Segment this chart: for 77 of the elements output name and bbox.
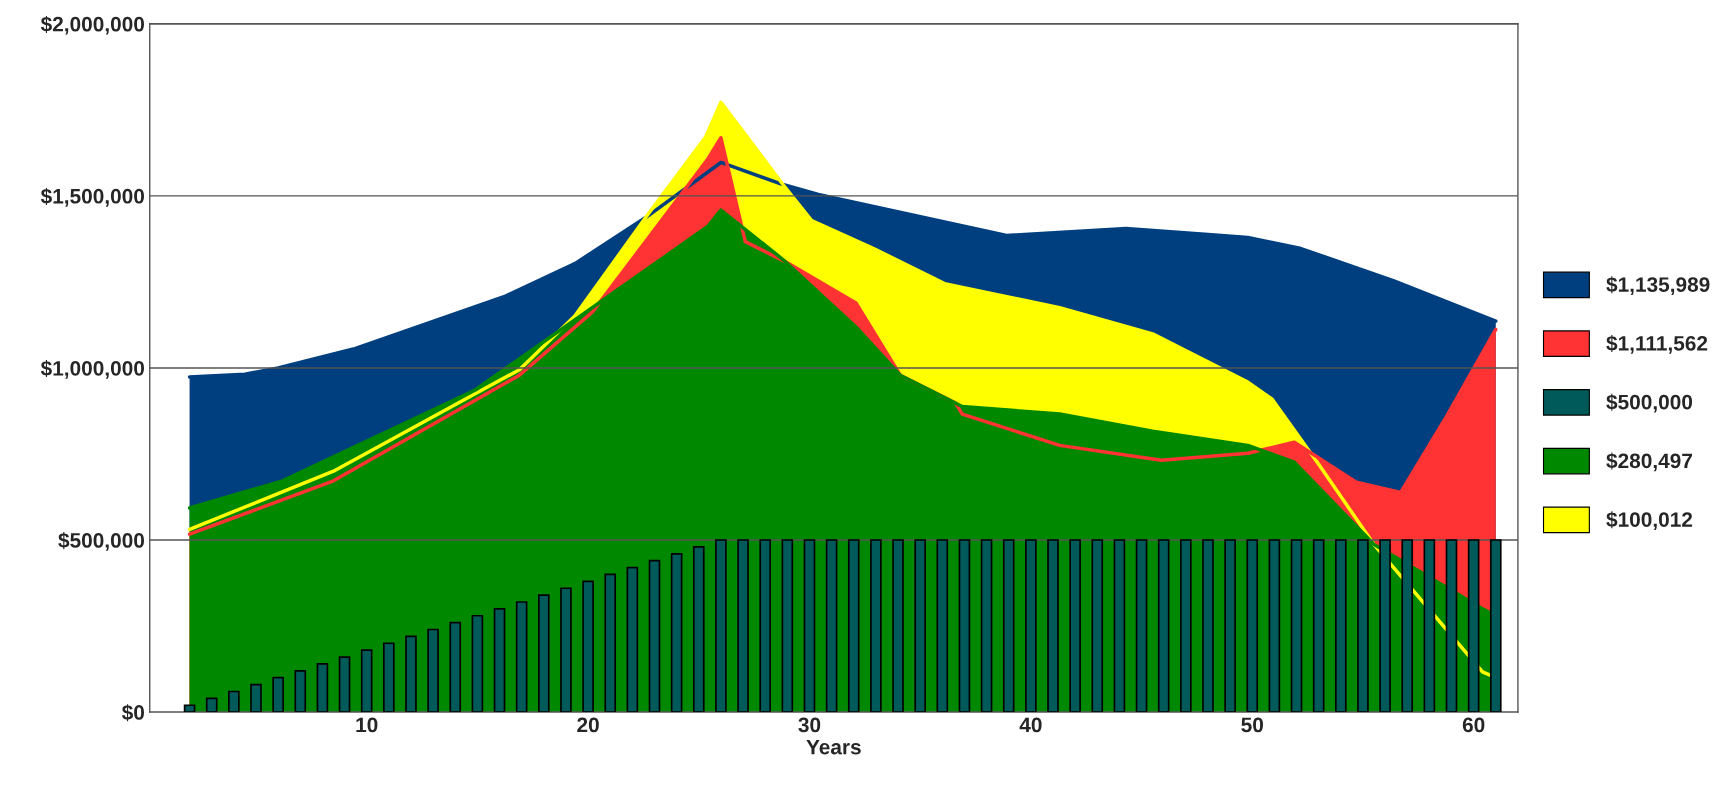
bar <box>1445 539 1458 713</box>
bar <box>537 594 550 713</box>
bar <box>360 649 373 713</box>
bar <box>1002 539 1015 713</box>
bar <box>471 614 484 713</box>
x-axis-title: Years <box>806 739 861 755</box>
bar <box>316 663 329 713</box>
bar <box>1246 539 1259 713</box>
bar <box>405 635 417 713</box>
bar <box>958 539 971 713</box>
bar <box>936 539 949 713</box>
bar <box>228 690 240 713</box>
x-tick-label: 20 <box>577 717 599 733</box>
bar <box>560 587 572 713</box>
bar <box>272 676 284 713</box>
bar <box>1025 539 1037 713</box>
bar <box>1047 539 1059 713</box>
bar <box>1180 539 1192 713</box>
bar <box>427 628 439 713</box>
bar <box>670 552 683 713</box>
bar <box>1423 539 1436 713</box>
bar <box>626 566 639 713</box>
bar <box>250 683 262 713</box>
bar <box>515 601 528 713</box>
x-tick-label: 50 <box>1241 717 1263 733</box>
bar <box>205 697 218 713</box>
x-tick-label: 60 <box>1462 717 1485 733</box>
bar <box>1357 539 1369 713</box>
bar <box>449 621 462 713</box>
legend-label: $1,111,562 <box>1606 335 1708 354</box>
bar <box>825 539 838 713</box>
bar <box>493 608 506 713</box>
bar <box>870 539 882 713</box>
bar <box>1467 539 1480 713</box>
bar <box>648 559 661 713</box>
y-tick-label: $1,000,000 <box>40 360 145 379</box>
bar <box>1113 539 1126 713</box>
x-tick-label: 40 <box>1019 717 1042 733</box>
bar <box>582 580 594 713</box>
bar <box>781 539 794 713</box>
legend-label: $1,135,989 <box>1606 276 1710 295</box>
y-tick-label: $0 <box>121 704 145 722</box>
bar <box>294 669 307 713</box>
bar <box>383 642 395 713</box>
bar <box>692 546 705 713</box>
legend-label: $500,000 <box>1606 393 1693 413</box>
bar <box>1069 539 1081 713</box>
bar <box>1401 539 1414 713</box>
bar <box>847 539 860 713</box>
bar <box>914 539 926 713</box>
bar <box>1290 539 1303 713</box>
bar <box>980 539 993 713</box>
bar <box>1489 539 1502 713</box>
x-tick-label: 30 <box>798 717 821 733</box>
bar <box>892 539 904 713</box>
bar <box>1135 539 1148 713</box>
bar <box>1157 539 1170 713</box>
bar <box>759 539 772 713</box>
bar <box>1312 539 1325 713</box>
legend-label: $100,012 <box>1606 511 1693 530</box>
bar <box>1202 539 1214 713</box>
bar <box>737 539 749 713</box>
bar <box>715 539 727 713</box>
bar <box>604 573 617 713</box>
bar <box>1379 539 1391 713</box>
x-tick-label: 10 <box>356 717 378 733</box>
bar <box>1091 539 1104 713</box>
bar <box>1224 539 1236 713</box>
bar <box>338 656 351 713</box>
bar <box>1268 539 1281 713</box>
y-tick-label: $500,000 <box>58 532 145 551</box>
bar <box>1334 539 1347 713</box>
y-tick-label: $1,500,000 <box>40 187 145 207</box>
bar <box>803 539 816 713</box>
legend-label: $280,497 <box>1606 452 1692 472</box>
bar <box>183 704 196 713</box>
y-tick-label: $2,000,000 <box>40 15 145 35</box>
